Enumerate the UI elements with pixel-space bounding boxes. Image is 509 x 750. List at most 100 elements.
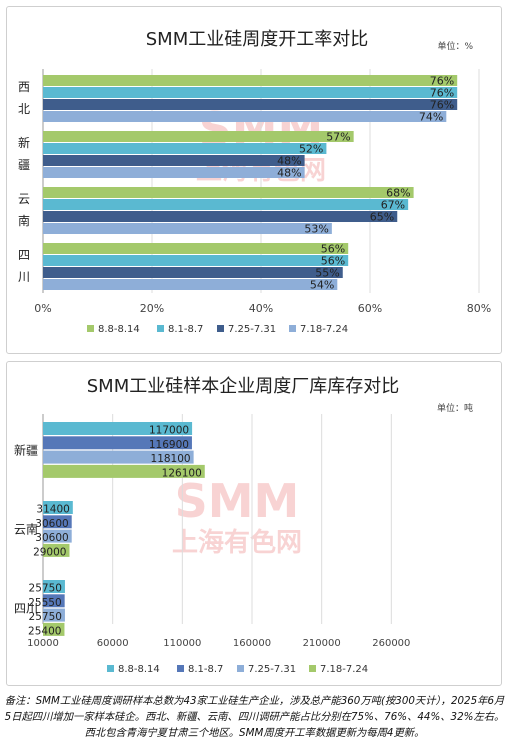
data-label: 68% (386, 187, 410, 200)
data-label: 25750 (29, 611, 62, 623)
bar (43, 155, 305, 166)
x-tick-label: 80% (467, 302, 491, 315)
data-label: 118100 (151, 453, 191, 465)
bar (43, 243, 349, 254)
data-label: 57% (326, 131, 350, 144)
capacity-utilization-chart-panel: SMM工业硅周度开工率对比单位：%SMM上海有色网0%20%40%60%80%西… (6, 6, 502, 354)
legend-swatch (107, 665, 114, 672)
category-label: 南 (18, 213, 30, 228)
data-label: 76% (430, 99, 454, 112)
bar (43, 422, 193, 435)
x-tick-label: 0% (34, 302, 51, 315)
data-label: 126100 (162, 467, 202, 479)
legend-label: 8.8-8.14 (118, 664, 160, 675)
legend-label: 8.8-8.14 (98, 324, 140, 335)
data-label: 56% (321, 255, 345, 268)
data-label: 76% (430, 75, 454, 88)
footnote: 备注：SMM工业硅周度调研样本总数为43家工业硅生产企业，涉及总产能360万吨(… (4, 695, 505, 739)
legend-label: 8.1-8.7 (188, 664, 223, 675)
x-tick-label: 260000 (372, 638, 410, 649)
bar (43, 131, 354, 142)
category-label: 新 (18, 135, 30, 150)
bar (43, 515, 72, 529)
data-label: 53% (304, 223, 328, 236)
x-tick-label: 60% (358, 302, 382, 315)
data-label: 116900 (149, 439, 189, 451)
bar (43, 279, 338, 290)
x-tick-label: 160000 (233, 638, 271, 649)
data-label: 31400 (36, 504, 69, 516)
bar (43, 143, 327, 154)
watermark-text: 上海有色网 (172, 527, 302, 558)
category-label: 四 (18, 248, 30, 262)
bar (43, 501, 73, 514)
data-label: 56% (321, 243, 345, 256)
x-tick-label: 210000 (303, 638, 341, 649)
bar (43, 543, 70, 557)
legend-label: 7.18-7.24 (300, 324, 348, 335)
category-label: 西 (18, 80, 30, 94)
bar (43, 594, 65, 608)
bar (43, 464, 205, 478)
data-label: 117000 (149, 425, 189, 437)
legend-swatch (309, 665, 316, 672)
bar (43, 75, 458, 86)
watermark-logo: SMM (175, 474, 300, 528)
x-tick-label: 40% (249, 302, 273, 315)
unit-label: 单位：吨 (437, 402, 473, 414)
data-label: 55% (315, 267, 339, 280)
legend-swatch (87, 325, 94, 332)
legend-swatch (237, 665, 244, 672)
bar (43, 167, 305, 178)
bar (43, 99, 458, 110)
x-tick-label: 10000 (27, 638, 59, 649)
bar (43, 223, 332, 234)
bar (43, 211, 398, 222)
chart-title: SMM工业硅样本企业周度厂库库存对比 (87, 376, 400, 397)
bar (43, 111, 447, 122)
x-tick-label: 60000 (97, 638, 129, 649)
category-label: 新疆 (14, 443, 38, 458)
bar (43, 580, 65, 593)
bar (43, 529, 72, 543)
data-label: 52% (299, 143, 323, 156)
bar (43, 199, 409, 210)
bar (43, 450, 194, 464)
chart-title: SMM工业硅周度开工率对比 (146, 29, 369, 50)
legend-swatch (289, 325, 296, 332)
x-tick-label: 110000 (163, 638, 201, 649)
data-label: 54% (310, 279, 334, 292)
x-tick-label: 20% (140, 302, 164, 315)
bar (43, 267, 343, 278)
bar (43, 87, 458, 98)
legend-label: 7.18-7.24 (320, 664, 368, 675)
category-label: 北 (18, 102, 30, 116)
data-label: 48% (277, 167, 301, 180)
bar (43, 622, 65, 636)
data-label: 25400 (28, 625, 61, 637)
unit-label: 单位：% (437, 40, 473, 52)
data-label: 25750 (29, 583, 62, 595)
bar (43, 436, 192, 450)
category-label: 云南 (14, 522, 38, 537)
data-label: 30600 (35, 532, 68, 544)
data-label: 65% (370, 211, 394, 224)
data-label: 74% (419, 111, 443, 124)
category-label: 川 (18, 270, 30, 284)
data-label: 48% (277, 155, 301, 168)
legend-label: 7.25-7.31 (228, 324, 276, 335)
data-label: 25550 (28, 597, 61, 609)
data-label: 76% (430, 87, 454, 100)
bar (43, 187, 414, 198)
legend-swatch (217, 325, 224, 332)
bar (43, 608, 65, 622)
category-label: 疆 (18, 158, 30, 172)
legend-label: 7.25-7.31 (248, 664, 296, 675)
capacity-utilization-chart: SMM工业硅周度开工率对比单位：%SMM上海有色网0%20%40%60%80%西… (18, 29, 491, 335)
data-label: 29000 (33, 546, 66, 558)
data-label: 30600 (35, 518, 68, 530)
bar (43, 255, 349, 266)
legend-swatch (177, 665, 184, 672)
